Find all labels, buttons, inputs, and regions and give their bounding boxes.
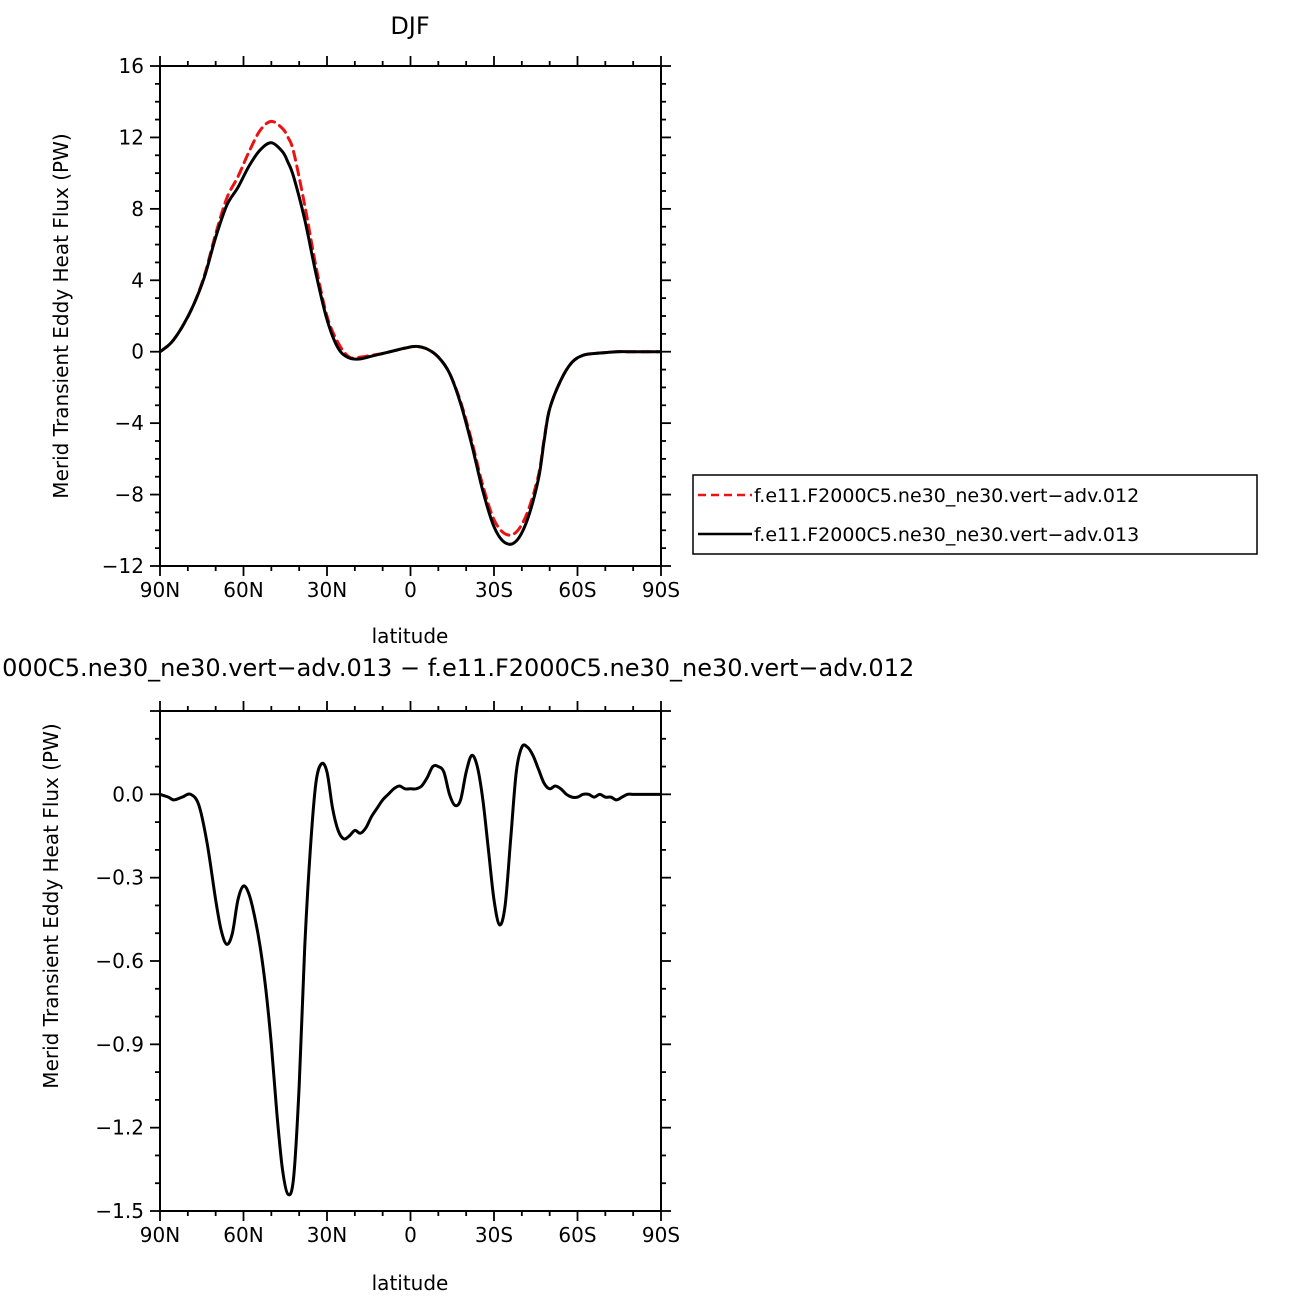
bottom-panel-y-axis-label: Merid Transient Eddy Heat Flux (PW) <box>39 723 63 1088</box>
top-y-tick-label: −4 <box>115 411 144 435</box>
top-y-tick-label: −12 <box>102 554 144 578</box>
bottom-x-tick-label: 60S <box>558 1223 596 1247</box>
top-series-line-1 <box>160 141 661 546</box>
bottom-panel-ticks: 90N 60N 30N 0 30S 60S 90S −1.5 −1.2 −0.9 −0.6 −0.3 0… <box>95 701 680 1247</box>
top-panel-y-axis-label: Merid Transient Eddy Heat Flux (PW) <box>49 133 73 498</box>
top-x-tick-label: 30N <box>307 578 347 602</box>
top-x-tick-label: 90S <box>642 578 680 602</box>
legend-entry-012: f.e11.F2000C5.ne30_ne30.vert−adv.012 <box>754 485 1139 507</box>
top-panel-title: DJF <box>390 12 429 40</box>
top-y-tick-label: 0 <box>131 340 144 364</box>
top-y-tick-label: 4 <box>131 268 144 292</box>
legend-box <box>692 474 1258 555</box>
bottom-x-tick-label: 0 <box>404 1223 417 1247</box>
bottom-y-tick-label: −1.5 <box>95 1199 144 1223</box>
top-panel: DJF 90N 60N 30N 0 30S 60S 90S −12 −8 −4 0 4 8 12 16 Me… <box>49 12 1258 648</box>
top-y-tick-label: 8 <box>131 197 144 221</box>
bottom-x-tick-label: 30N <box>307 1223 347 1247</box>
bottom-series-line-0 <box>160 743 661 1197</box>
bottom-x-tick-label: 30S <box>475 1223 513 1247</box>
bottom-panel-series-layer <box>160 743 661 1197</box>
top-panel-plot-frame <box>159 65 662 567</box>
bottom-y-tick-label: −0.3 <box>95 866 144 890</box>
top-x-tick-label: 90N <box>140 578 180 602</box>
bottom-y-tick-label: −1.2 <box>95 1116 144 1140</box>
top-series-line-0 <box>160 119 661 537</box>
top-panel-legend: f.e11.F2000C5.ne30_ne30.vert−adv.012 f.e… <box>692 474 1258 555</box>
top-panel-ticks: 90N 60N 30N 0 30S 60S 90S −12 −8 −4 0 4 8 12 16 <box>102 54 680 602</box>
top-y-tick-label: 16 <box>119 54 144 78</box>
bottom-panel: f.e11.F2000C5.ne30_ne30.vert−adv.013 − f… <box>0 654 914 1295</box>
bottom-x-tick-label: 60N <box>223 1223 263 1247</box>
bottom-y-tick-label: −0.9 <box>95 1032 144 1056</box>
top-x-tick-label: 60S <box>558 578 596 602</box>
bottom-x-tick-label: 90N <box>140 1223 180 1247</box>
top-y-tick-label: 12 <box>119 125 144 149</box>
bottom-panel-plot-frame <box>159 710 662 1212</box>
top-y-tick-label: −8 <box>115 483 144 507</box>
top-panel-x-axis-label: latitude <box>372 624 449 648</box>
legend-entry-013: f.e11.F2000C5.ne30_ne30.vert−adv.013 <box>754 524 1139 546</box>
top-x-tick-label: 60N <box>223 578 263 602</box>
top-x-tick-label: 0 <box>404 578 417 602</box>
top-x-tick-label: 30S <box>475 578 513 602</box>
bottom-y-tick-label: 0.0 <box>112 782 144 806</box>
bottom-panel-title: f.e11.F2000C5.ne30_ne30.vert−adv.013 − f… <box>0 654 914 682</box>
bottom-x-tick-label: 90S <box>642 1223 680 1247</box>
bottom-y-tick-label: −0.6 <box>95 949 144 973</box>
bottom-panel-x-axis-label: latitude <box>372 1271 449 1295</box>
top-panel-series-layer <box>160 119 661 546</box>
